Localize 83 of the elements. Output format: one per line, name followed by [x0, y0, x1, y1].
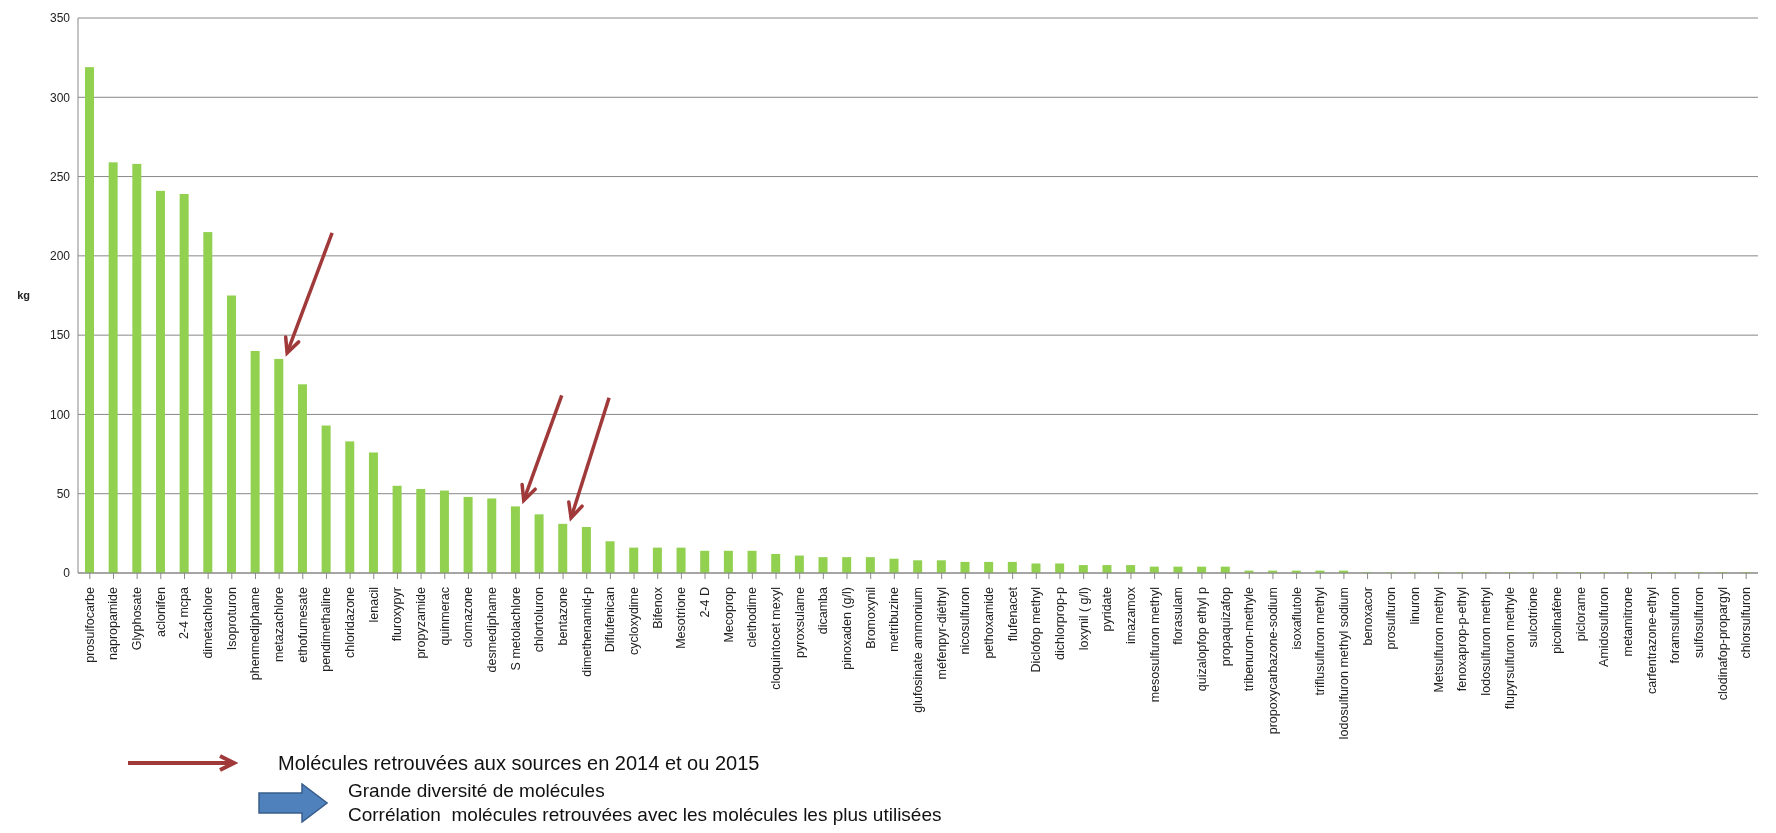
- x-tick-label: Amidosulfuron: [1597, 586, 1612, 667]
- x-tick-label: clethodime: [745, 586, 760, 648]
- y-tick-label: 150: [49, 328, 71, 343]
- x-tick-label: prosulfocarbe: [82, 586, 97, 663]
- x-tick-label: 2-4 D: [698, 587, 713, 618]
- x-tick-label: Metsulfuron methyl: [1431, 587, 1446, 693]
- y-tick-label: 300: [49, 90, 71, 105]
- x-tick-label: loxynil ( g/l): [1076, 587, 1091, 651]
- x-tick-label: Bifenox: [650, 586, 665, 629]
- x-tick-label: clodinafop-propargyl: [1715, 587, 1730, 701]
- x-tick-label: quinmerac: [437, 587, 452, 646]
- x-tick-label: imazamox: [1123, 586, 1138, 644]
- x-tick-label: Iodosulfuron methyl: [1478, 587, 1493, 697]
- x-tick-label: nicosulfuron: [958, 586, 973, 655]
- y-tick-label: 250: [49, 169, 71, 184]
- text: Molécules retrouvées aux sources en 2014 et ou 2015: [278, 751, 760, 775]
- x-tick-label: napropamide: [106, 586, 121, 660]
- x-tick-label: flupyrsulfuron methyle: [1502, 586, 1517, 710]
- x-tick-label: benoxacor: [1360, 587, 1375, 646]
- x-tick-label: chlortoluron: [532, 586, 547, 653]
- x-tick-label: clomazone: [461, 586, 476, 648]
- x-tick-label: sulfosulfuron: [1691, 586, 1706, 658]
- x-tick-label: carfentrazone-ethyl: [1644, 587, 1659, 695]
- x-tick-label: metazachlore: [272, 586, 287, 663]
- x-tick-label: quizalopfop ethyl p: [1194, 586, 1209, 692]
- x-tick-label: sulcotrione: [1526, 586, 1541, 648]
- text: Corrélation molécules retrouvées avec les molécules les plus utilisées: [348, 803, 942, 827]
- x-tick-label: dimetachlore: [201, 586, 216, 659]
- x-tick-label: Diclofop methyl: [1029, 587, 1044, 673]
- x-tick-label: bentazone: [556, 586, 571, 646]
- y-tick-label: 200: [49, 249, 71, 264]
- x-tick-label: linuron: [1407, 586, 1422, 625]
- x-tick-label: propaquizafop: [1218, 586, 1233, 667]
- x-tick-label: tribenuron-methyle: [1242, 586, 1257, 692]
- x-tick-label: isoxaflutole: [1289, 586, 1304, 650]
- x-tick-label: desmediphame: [485, 586, 500, 673]
- x-tick-label: Iodosulfuron methyl sodium: [1336, 587, 1351, 740]
- x-tick-label: flufenacet: [1005, 586, 1020, 642]
- x-tick-label: mesosulfuron methyl: [1147, 587, 1162, 703]
- x-tick-label: pyroxsulame: [792, 586, 807, 658]
- y-tick-label: 0: [63, 566, 71, 581]
- x-tick-label: pethoxamide: [981, 586, 996, 659]
- x-tick-label: lenacil: [366, 587, 381, 623]
- x-tick-label: cycloxydime: [627, 586, 642, 656]
- x-tick-label: piclorame: [1573, 586, 1588, 642]
- x-tick-label: fluroxypyr: [390, 587, 405, 642]
- x-tick-label: dimethenamid-p: [579, 586, 594, 677]
- x-tick-label: Glyphosate: [130, 586, 145, 651]
- x-tick-label: triflusulfuron methyl: [1313, 587, 1328, 696]
- y-tick-label: 350: [49, 11, 71, 26]
- x-tick-label: prosulfuron: [1384, 586, 1399, 650]
- x-tick-label: chlorsulfuron: [1739, 586, 1754, 659]
- x-tick-label: dichlorprop-p: [1052, 586, 1067, 660]
- x-tick-label: méfenpyr-diéthyl: [934, 587, 949, 680]
- x-tick-label: 2-4 mcpa: [177, 586, 192, 640]
- x-tick-label: Bromoxynil: [863, 587, 878, 649]
- x-tick-label: picolinafène: [1549, 586, 1564, 654]
- x-tick-label: aclonifen: [153, 586, 168, 638]
- x-tick-label: glufosinate ammonium: [911, 587, 925, 713]
- x-tick-label: dicamba: [816, 586, 831, 635]
- x-tick-label: Mecoprop: [721, 586, 736, 643]
- y-tick-label: 50: [56, 486, 71, 501]
- x-tick-label: pendimethaline: [319, 586, 334, 672]
- x-tick-label: chloridazone: [343, 586, 358, 658]
- x-tick-label: pyridate: [1100, 586, 1115, 632]
- x-tick-label: pinoxaden (g/l): [840, 587, 855, 670]
- y-tick-label: 100: [49, 407, 71, 422]
- x-tick-label: fenoxaprop-p-ethyl: [1455, 587, 1470, 692]
- text: Grande diversité de molécules: [348, 779, 606, 803]
- x-tick-label: florasulam: [1171, 587, 1186, 645]
- x-tick-label: propoxycarbazone-sodium: [1265, 587, 1280, 735]
- x-tick-label: Diflufenican: [603, 586, 618, 653]
- x-tick-label: metamitrone: [1620, 586, 1635, 657]
- x-tick-label: Mesotrione: [674, 586, 689, 649]
- x-tick-label: cloquintocet mexyl: [769, 587, 784, 690]
- y-axis-title: kg: [17, 289, 30, 302]
- x-tick-label: ethofumesate: [295, 586, 310, 663]
- x-tick-label: Isoproturon: [224, 586, 239, 651]
- x-tick-label: propyzamide: [414, 586, 429, 659]
- x-tick-label: S metolachlore: [508, 586, 523, 671]
- x-tick-label: metribuzine: [887, 586, 902, 652]
- x-tick-label: phenmediphame: [248, 586, 263, 681]
- x-tick-label: foramsulfuron: [1668, 586, 1683, 664]
